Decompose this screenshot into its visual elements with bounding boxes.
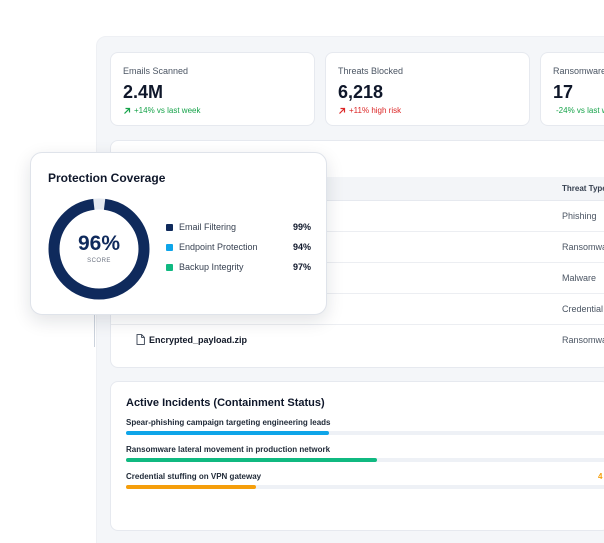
stat-delta: +11% high risk xyxy=(338,106,517,115)
table-row[interactable]: Phishing xyxy=(111,201,604,232)
table-row[interactable]: Ransomware xyxy=(111,232,604,263)
stat-label: Emails Scanned xyxy=(123,66,189,76)
file-icon xyxy=(136,334,145,345)
coverage-score: 96% xyxy=(77,232,121,255)
containment-progress-fill xyxy=(126,485,257,489)
stat-card-emails-scanned[interactable]: Emails Scanned 2.4M +14% vs last week xyxy=(110,52,315,126)
incident-item[interactable]: Spear-phishing campaign targeting engine… xyxy=(126,418,604,442)
stat-card-threats-blocked[interactable]: Threats Blocked 6,218 +11% high risk xyxy=(325,52,530,126)
legend-swatch xyxy=(166,224,173,231)
coverage-donut-chart xyxy=(48,198,150,300)
connector-line xyxy=(94,315,95,347)
legend-backup-integrity: Backup Integrity 97% xyxy=(166,262,311,274)
incident-label: Credential stuffing on VPN gateway xyxy=(126,472,262,481)
legend-swatch xyxy=(166,244,173,251)
stat-delta: -24% vs last week xyxy=(553,106,604,115)
threat-type: Phishing xyxy=(562,211,597,221)
legend-endpoint-protection: Endpoint Protection 94% xyxy=(166,242,311,254)
incident-label: Spear-phishing campaign targeting engine… xyxy=(126,418,331,427)
file-name: Encrypted_payload.zip xyxy=(149,335,248,345)
stat-label: Threats Blocked xyxy=(338,66,404,76)
legend-name: Email Filtering xyxy=(179,222,237,232)
stat-value: 17 xyxy=(553,82,574,102)
legend-value: 94% xyxy=(292,242,311,252)
stat-value: 6,218 xyxy=(338,82,384,102)
active-incidents-panel: Active Incidents (Containment Status) Sp… xyxy=(110,381,604,531)
threat-type: Ransomware xyxy=(562,335,604,345)
stat-label: Ransomware Attempts xyxy=(553,66,604,76)
stat-delta-text: -24% vs last week xyxy=(556,106,604,115)
arrow-up-right-icon xyxy=(124,107,131,114)
protection-coverage-card: Protection Coverage 96% SCORE xyxy=(30,152,327,315)
stat-delta-text: +14% vs last week xyxy=(134,106,201,115)
stat-card-ransomware-attempts[interactable]: Ransomware Attempts 17 -24% vs last week xyxy=(540,52,604,126)
stat-delta: +14% vs last week xyxy=(123,106,302,115)
stat-delta-text: +11% high risk xyxy=(349,106,402,115)
incident-label: Ransomware lateral movement in productio… xyxy=(126,445,331,454)
stat-value: 2.4M xyxy=(123,82,164,102)
incident-percent: 4 xyxy=(598,472,603,481)
incident-item[interactable]: Ransomware lateral movement in productio… xyxy=(126,445,604,469)
table-row[interactable]: Malware xyxy=(111,263,604,294)
threat-type: Malware xyxy=(562,273,597,283)
legend-value: 97% xyxy=(292,262,311,272)
donut-arc xyxy=(48,198,150,300)
column-header-threat-type[interactable]: Threat Type xyxy=(562,184,604,193)
threat-type: Credential xyxy=(562,304,604,314)
threat-type: Ransomware xyxy=(562,242,604,252)
legend-name: Endpoint Protection xyxy=(179,242,258,252)
legend-name: Backup Integrity xyxy=(179,262,244,272)
containment-progress-track xyxy=(126,485,604,489)
coverage-score-label: SCORE xyxy=(87,258,111,264)
table-row[interactable]: Encrypted_payload.zip Ransomware xyxy=(111,325,604,356)
legend-email-filtering: Email Filtering 99% xyxy=(166,222,311,234)
containment-progress-track xyxy=(126,458,604,462)
containment-progress-fill xyxy=(126,458,378,462)
incident-item[interactable]: Credential stuffing on VPN gateway 4 xyxy=(126,472,604,496)
arrow-up-right-icon xyxy=(339,107,346,114)
legend-value: 99% xyxy=(292,222,311,232)
coverage-title: Protection Coverage xyxy=(48,171,166,185)
containment-progress-track xyxy=(126,431,604,435)
incidents-title: Active Incidents (Containment Status) xyxy=(126,397,325,409)
legend-swatch xyxy=(166,264,173,271)
table-row[interactable]: Credential xyxy=(111,294,604,325)
containment-progress-fill xyxy=(126,431,329,435)
